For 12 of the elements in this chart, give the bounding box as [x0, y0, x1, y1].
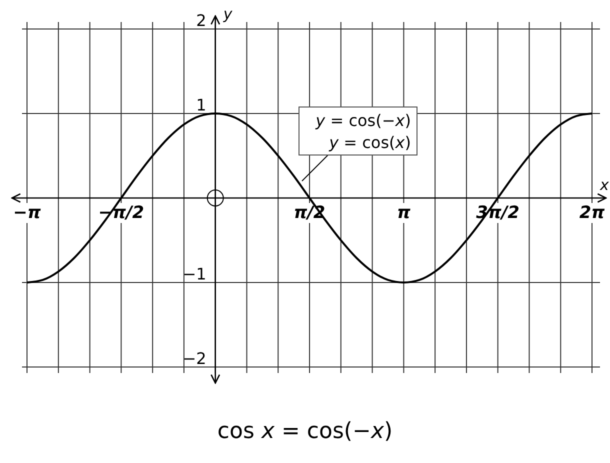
x-tick-label: −π — [13, 203, 42, 223]
annotation: y = cos(x) — [328, 133, 411, 152]
annotation: y = cos(−x) — [314, 111, 411, 130]
x-tick-label: π — [396, 203, 411, 223]
x-axis-title: x — [599, 176, 609, 194]
y-tick-label: 1 — [196, 96, 206, 114]
y-tick-label: −1 — [182, 264, 206, 284]
y-axis-title: y — [222, 5, 234, 23]
y-tick-label: 2 — [196, 11, 206, 30]
y-tick-label: −2 — [182, 349, 206, 368]
text: cos x = cos(−x) — [217, 419, 393, 444]
x-tick-label: 2π — [579, 203, 606, 223]
